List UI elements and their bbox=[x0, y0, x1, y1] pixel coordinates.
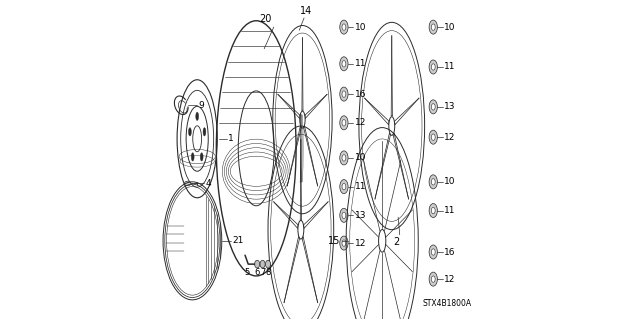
Ellipse shape bbox=[191, 153, 194, 161]
Ellipse shape bbox=[431, 179, 435, 185]
Text: 12: 12 bbox=[355, 239, 367, 248]
Text: 10: 10 bbox=[355, 23, 367, 32]
Text: 10: 10 bbox=[444, 23, 456, 32]
Ellipse shape bbox=[340, 208, 348, 222]
Text: 20: 20 bbox=[259, 14, 271, 25]
Ellipse shape bbox=[342, 120, 346, 126]
Ellipse shape bbox=[342, 91, 346, 97]
Text: STX4B1800A: STX4B1800A bbox=[422, 299, 472, 308]
Ellipse shape bbox=[196, 112, 198, 121]
Ellipse shape bbox=[189, 128, 191, 136]
Ellipse shape bbox=[340, 20, 348, 34]
Ellipse shape bbox=[431, 276, 435, 282]
Ellipse shape bbox=[431, 104, 435, 110]
Ellipse shape bbox=[429, 204, 437, 218]
Ellipse shape bbox=[429, 60, 437, 74]
Ellipse shape bbox=[200, 153, 203, 161]
Ellipse shape bbox=[431, 134, 435, 140]
Text: 6: 6 bbox=[255, 268, 260, 277]
Text: 1: 1 bbox=[228, 134, 234, 143]
Text: 21: 21 bbox=[232, 236, 244, 245]
Ellipse shape bbox=[431, 249, 435, 255]
Ellipse shape bbox=[342, 183, 346, 190]
Ellipse shape bbox=[342, 61, 346, 67]
Text: 10: 10 bbox=[355, 153, 367, 162]
Ellipse shape bbox=[266, 260, 271, 268]
Ellipse shape bbox=[184, 181, 191, 186]
Text: 5: 5 bbox=[244, 268, 249, 277]
Text: 12: 12 bbox=[444, 133, 456, 142]
Ellipse shape bbox=[342, 24, 346, 30]
Text: 12: 12 bbox=[444, 275, 456, 284]
Ellipse shape bbox=[429, 175, 437, 189]
Ellipse shape bbox=[340, 151, 348, 165]
Text: 13: 13 bbox=[444, 102, 456, 111]
Ellipse shape bbox=[342, 212, 346, 219]
Text: 2: 2 bbox=[394, 237, 400, 247]
Ellipse shape bbox=[340, 236, 348, 250]
Ellipse shape bbox=[429, 100, 437, 114]
Text: 4: 4 bbox=[205, 179, 211, 188]
Ellipse shape bbox=[340, 87, 348, 101]
Ellipse shape bbox=[260, 260, 265, 268]
Text: 16: 16 bbox=[355, 90, 367, 99]
Text: 11: 11 bbox=[355, 59, 367, 68]
Ellipse shape bbox=[340, 180, 348, 194]
Text: 10: 10 bbox=[444, 177, 456, 186]
Ellipse shape bbox=[203, 128, 206, 136]
Ellipse shape bbox=[342, 240, 346, 246]
Text: 7: 7 bbox=[260, 268, 265, 277]
Text: 13: 13 bbox=[355, 211, 367, 220]
Text: 8: 8 bbox=[266, 268, 271, 277]
Ellipse shape bbox=[429, 130, 437, 144]
Text: 11: 11 bbox=[355, 182, 367, 191]
Text: 15: 15 bbox=[328, 236, 340, 246]
Ellipse shape bbox=[429, 20, 437, 34]
Ellipse shape bbox=[429, 245, 437, 259]
Ellipse shape bbox=[431, 207, 435, 214]
Ellipse shape bbox=[340, 57, 348, 71]
Ellipse shape bbox=[431, 64, 435, 70]
Ellipse shape bbox=[340, 116, 348, 130]
Text: 11: 11 bbox=[444, 63, 456, 71]
Text: 12: 12 bbox=[355, 118, 367, 127]
Ellipse shape bbox=[342, 155, 346, 161]
Text: 11: 11 bbox=[444, 206, 456, 215]
Ellipse shape bbox=[255, 260, 260, 268]
Text: 16: 16 bbox=[444, 248, 456, 256]
Text: 14: 14 bbox=[300, 6, 312, 16]
Ellipse shape bbox=[431, 24, 435, 30]
Text: 9: 9 bbox=[199, 101, 205, 110]
Ellipse shape bbox=[429, 272, 437, 286]
